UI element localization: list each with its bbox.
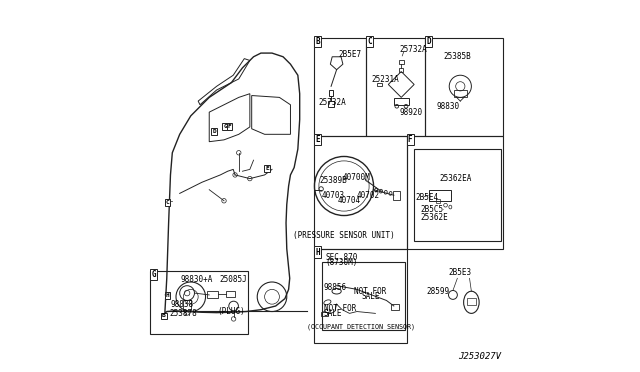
Bar: [207, 291, 218, 298]
Circle shape: [222, 199, 226, 203]
Text: F: F: [228, 124, 232, 129]
Text: D: D: [212, 129, 216, 134]
Text: 25085J: 25085J: [220, 275, 247, 283]
Text: J253027V: J253027V: [458, 352, 501, 361]
Text: E: E: [266, 166, 269, 171]
Text: (OCCUPANT DETECTION SENSOR): (OCCUPANT DETECTION SENSOR): [307, 324, 415, 330]
Text: 25732A: 25732A: [319, 98, 347, 107]
Text: 25362E: 25362E: [420, 213, 449, 222]
Text: G: G: [151, 270, 156, 279]
Text: 40703: 40703: [322, 191, 345, 200]
Bar: [184, 301, 191, 310]
Text: H: H: [316, 248, 320, 257]
Text: 25231A: 25231A: [372, 75, 399, 84]
Text: SALE: SALE: [324, 309, 342, 318]
Text: SEC.870: SEC.870: [325, 253, 358, 263]
Text: D: D: [426, 37, 431, 46]
Text: NOT FOR: NOT FOR: [324, 304, 356, 313]
Text: 28599: 28599: [427, 287, 450, 296]
Text: (PLUG): (PLUG): [218, 307, 245, 316]
Text: B: B: [162, 314, 166, 318]
Text: F: F: [408, 135, 412, 144]
Text: 25362EA: 25362EA: [439, 174, 471, 183]
Text: 40704: 40704: [337, 196, 360, 205]
Text: SALE: SALE: [362, 292, 380, 301]
Text: (8730M): (8730M): [325, 258, 358, 267]
Text: 98838: 98838: [170, 300, 193, 309]
Circle shape: [248, 176, 252, 181]
Text: 25385B: 25385B: [444, 52, 472, 61]
Circle shape: [237, 151, 241, 155]
Text: 253878: 253878: [170, 309, 197, 318]
Text: 25732A: 25732A: [399, 45, 427, 54]
Text: C: C: [166, 200, 170, 205]
Text: 40700M: 40700M: [343, 173, 371, 182]
Text: C: C: [367, 37, 372, 46]
Text: NOT FOR: NOT FOR: [355, 287, 387, 296]
Bar: [393, 191, 401, 200]
Text: 2B5E4: 2B5E4: [415, 193, 439, 202]
Text: G: G: [223, 124, 227, 129]
Text: 98920: 98920: [399, 108, 422, 117]
Bar: [226, 291, 235, 297]
Bar: [467, 298, 476, 305]
Bar: [454, 90, 467, 97]
Bar: [436, 199, 440, 203]
Text: B: B: [316, 37, 320, 46]
Text: E: E: [316, 135, 320, 144]
Text: 2B5C5: 2B5C5: [420, 205, 444, 215]
Circle shape: [233, 173, 237, 177]
Text: 2B5E7: 2B5E7: [339, 50, 362, 59]
Bar: [391, 304, 399, 310]
Text: (PRESSURE SENSOR UNIT): (PRESSURE SENSOR UNIT): [293, 231, 395, 240]
Text: 98830+A: 98830+A: [180, 275, 212, 283]
Circle shape: [266, 167, 271, 171]
Text: 25389B: 25389B: [319, 176, 347, 185]
Text: 40702: 40702: [357, 191, 380, 200]
Bar: [394, 98, 408, 105]
Text: 98830: 98830: [437, 103, 460, 112]
Text: 2B5E3: 2B5E3: [449, 268, 472, 277]
Bar: [429, 190, 451, 201]
Bar: [321, 311, 328, 316]
Text: H: H: [166, 293, 170, 298]
Text: 98856: 98856: [324, 283, 347, 292]
